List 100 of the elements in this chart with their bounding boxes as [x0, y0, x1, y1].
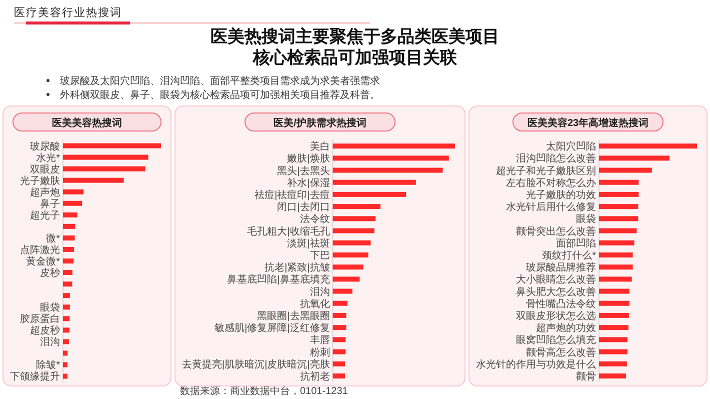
- bar: [63, 258, 74, 264]
- bar: [332, 192, 406, 197]
- bar: [599, 337, 628, 342]
- bar: [599, 276, 632, 282]
- y-tick-label: 胶原蛋白: [20, 313, 60, 326]
- bar: [332, 144, 455, 149]
- y-tick-label: 超声炮的功效: [536, 322, 596, 334]
- y-tick-label: 点阵激光: [20, 244, 60, 256]
- y-tick-label: 眼窝凹陷怎么填充: [516, 334, 596, 346]
- source-note: 数据来源：商业数据中台，0101-1231: [180, 385, 348, 397]
- bar: [63, 328, 70, 333]
- y-tick-label: 超光子和光子嫩肤区别: [496, 164, 596, 177]
- y-tick-label: 水光*: [36, 152, 60, 164]
- y-tick-label: 嫩肤|焕肤: [287, 152, 330, 165]
- y-tick-label: 超光子: [30, 209, 60, 222]
- text: 医美热搜词主要聚焦于多品类医美项目: [210, 27, 500, 46]
- text: 医疗美容行业热搜词: [14, 6, 122, 19]
- bar: [599, 144, 697, 149]
- y-tick-label: 皮秒: [40, 267, 60, 280]
- y-tick-label: 鼻头肥大怎么改善: [516, 286, 596, 298]
- bar: [332, 156, 449, 161]
- y-tick-label: 毛孔粗大|收缩毛孔: [247, 225, 330, 238]
- bar: [332, 216, 376, 222]
- bar: [599, 373, 626, 378]
- y-tick-label: 大小眼睛怎么改善: [516, 274, 596, 286]
- y-tick-label: 泪沟: [310, 286, 330, 298]
- bar: [332, 228, 374, 234]
- bar: [332, 240, 371, 246]
- bar: [599, 216, 638, 222]
- y-tick-label: 抗初老: [300, 370, 330, 382]
- y-tick-label: 黄金微*: [26, 256, 60, 268]
- bar: [63, 339, 69, 344]
- y-tick-label: 颧骨高怎么改善: [526, 346, 596, 358]
- text: 玻尿酸及太阳穴凹陷、泪沟凹陷、面部平整类项目需求成为求美者强需求: [60, 75, 380, 87]
- y-tick-label: 太阳穴凹陷: [546, 140, 596, 153]
- bar: [599, 312, 629, 318]
- bar: [63, 143, 161, 148]
- bar: [332, 361, 346, 366]
- y-tick-label: 光子嫩肤的功效: [526, 188, 596, 201]
- y-tick-label: 去黄提亮|肌肤暗沉|皮肤暗沉|亮肤: [182, 358, 330, 370]
- chart-title: 医美美容热搜词: [52, 117, 122, 129]
- bar: [599, 325, 628, 330]
- y-tick-label: 左右脸不对称怎么办: [506, 176, 596, 189]
- bar: [332, 337, 346, 342]
- bar: [332, 312, 346, 318]
- y-tick-label: 面部凹陷: [556, 237, 596, 250]
- y-tick-label: 颈纹打什么*: [542, 249, 596, 262]
- y-tick-label: 黑头|去黑头: [277, 164, 330, 177]
- bar: [63, 154, 148, 160]
- text: 外科侧双眼皮、鼻子、眼袋为核心检索品项可加强相关项目推荐及科普。: [60, 89, 380, 101]
- y-tick-label: 祛痘|祛痘印|去痘: [254, 188, 330, 201]
- bar: [332, 300, 348, 306]
- y-tick-label: 双眼皮形状怎么选: [516, 310, 596, 322]
- bar: [332, 325, 346, 330]
- bar: [63, 270, 72, 276]
- y-tick-label: 闭口|去闭口: [277, 201, 330, 214]
- bar: [63, 200, 82, 206]
- bar: [332, 288, 352, 294]
- y-tick-label: 丰唇: [310, 334, 330, 346]
- chart-title: 医美/护肤需求热搜词: [274, 117, 366, 129]
- y-tick-label: 敏感肌|修复屏障|泛红修复: [214, 322, 330, 334]
- bar: [599, 192, 639, 197]
- y-tick-label: 鼻基底凹陷|鼻基底填充: [227, 274, 330, 286]
- bar: [599, 252, 633, 258]
- y-tick-label: 补水|保湿: [287, 176, 330, 189]
- bar: [332, 349, 346, 354]
- y-tick-label: 下巴: [310, 250, 330, 262]
- bar: [332, 204, 380, 210]
- y-tick-label: 淡斑|祛斑: [287, 237, 330, 250]
- bar: [63, 282, 72, 287]
- bar: [63, 178, 124, 183]
- bar: [63, 304, 70, 310]
- y-tick-label: 泪沟凹陷怎么改善: [516, 152, 596, 165]
- bar: [599, 156, 670, 161]
- bar: [63, 374, 68, 379]
- y-tick-label: 眼袋: [576, 213, 596, 226]
- y-tick-label: 超声炮: [30, 186, 60, 198]
- bar: [332, 264, 364, 270]
- bar: [332, 180, 416, 185]
- y-tick-label: 抗老|紧致|抗皱: [264, 262, 330, 274]
- bar: [63, 212, 78, 218]
- bar: [63, 166, 146, 172]
- y-tick-label: 下颌缘提升: [10, 370, 60, 383]
- bar: [599, 361, 627, 366]
- y-tick-label: 微*: [46, 233, 60, 244]
- y-tick-label: 颧骨突出怎么改善: [516, 225, 596, 238]
- bar: [332, 252, 368, 258]
- bar: [599, 228, 637, 234]
- text: 核心检索品可加强项目关联: [252, 48, 458, 67]
- y-tick-label: 黑眼圈|去黑眼圈: [257, 310, 330, 322]
- bar: [63, 224, 76, 229]
- bar: [332, 168, 443, 173]
- y-tick-label: 美白: [310, 140, 330, 153]
- y-tick-label: 水光针后用什么修复: [506, 201, 596, 214]
- bar: [599, 180, 639, 185]
- bar: [332, 373, 346, 378]
- y-tick-label: 泪沟: [40, 336, 60, 348]
- bar: [63, 293, 70, 298]
- bar: [599, 264, 633, 270]
- bar: [599, 288, 630, 294]
